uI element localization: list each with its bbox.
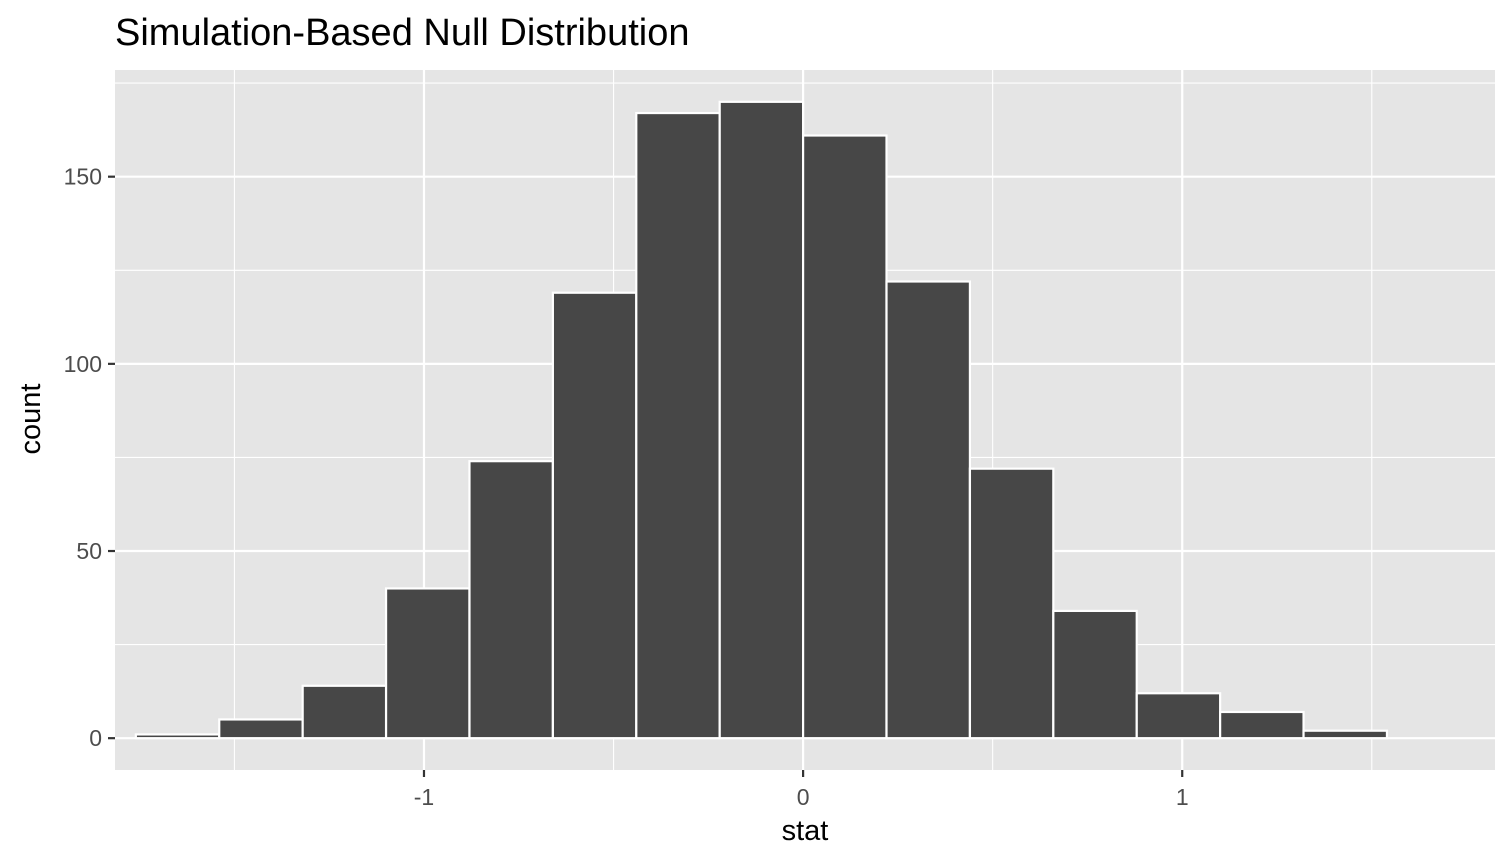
chart-title: Simulation-Based Null Distribution bbox=[115, 12, 689, 54]
y-tick-label: 0 bbox=[89, 725, 102, 751]
histogram-bar bbox=[885, 280, 972, 740]
histogram-bar bbox=[134, 733, 221, 740]
y-axis: 0 50 100 150 bbox=[64, 164, 115, 751]
y-tick-label: 150 bbox=[64, 164, 102, 190]
y-tick-label: 100 bbox=[64, 351, 102, 377]
x-axis-title: stat bbox=[782, 815, 829, 847]
histogram-bar bbox=[635, 111, 721, 740]
histogram-bar bbox=[218, 718, 304, 740]
histogram-bar bbox=[1219, 710, 1305, 740]
histogram-bars bbox=[134, 100, 1389, 740]
x-tick-label: 1 bbox=[1176, 784, 1189, 810]
histogram-bar bbox=[802, 134, 888, 740]
histogram-bar bbox=[1052, 609, 1138, 740]
x-tick-label: -1 bbox=[414, 784, 434, 810]
histogram-bar bbox=[968, 467, 1055, 740]
x-tick-label: 0 bbox=[797, 784, 810, 810]
histogram-bar bbox=[468, 460, 554, 740]
histogram-bar bbox=[551, 291, 638, 740]
y-axis-title: count bbox=[15, 384, 47, 455]
histogram-bar bbox=[384, 587, 471, 740]
x-axis: -1 0 1 bbox=[414, 770, 1189, 810]
histogram-bar bbox=[1135, 692, 1222, 740]
y-tick-label: 50 bbox=[76, 538, 102, 564]
histogram-bar bbox=[1302, 729, 1389, 740]
histogram-bar bbox=[718, 100, 805, 740]
histogram-bar bbox=[301, 684, 388, 740]
